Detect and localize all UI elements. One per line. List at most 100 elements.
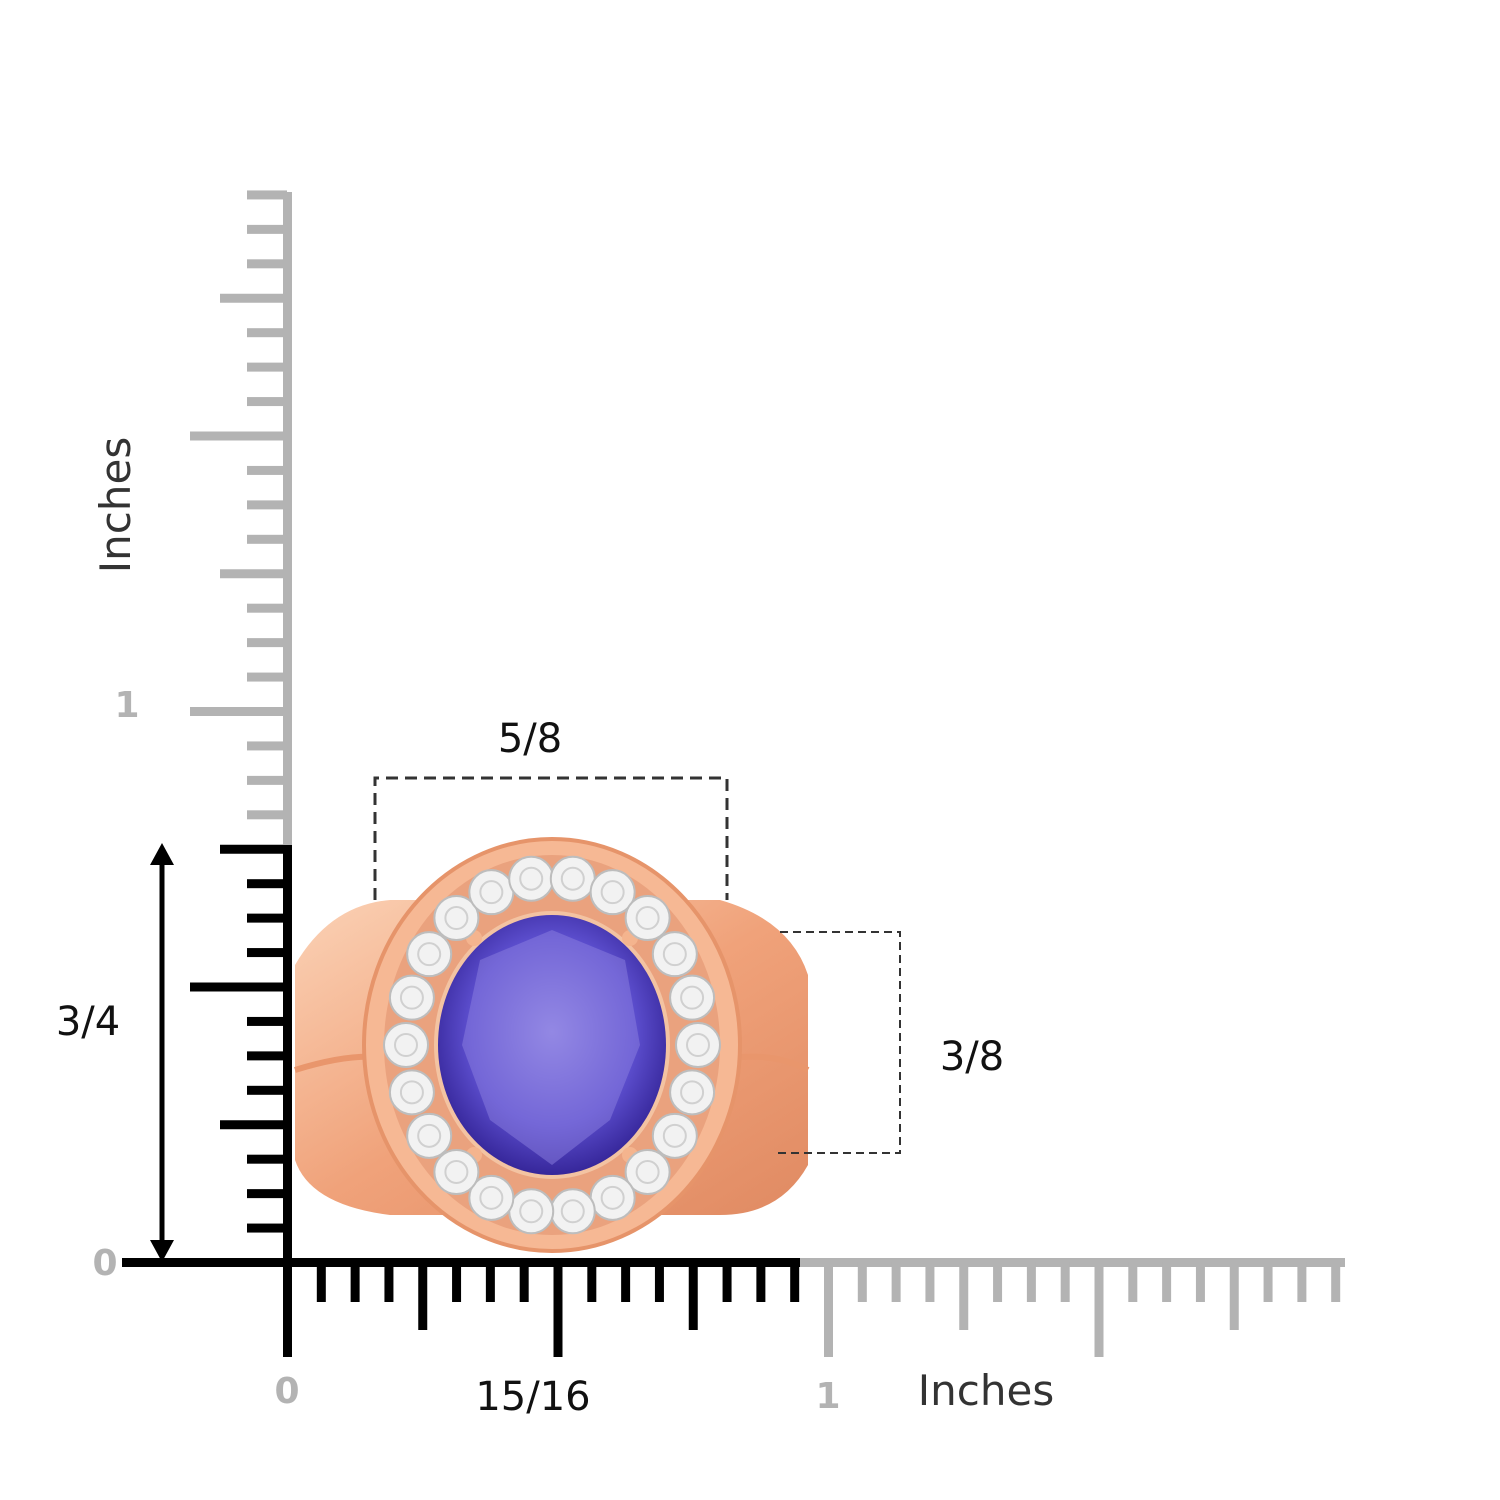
diamond-facet	[417, 1123, 442, 1148]
h-tick	[1094, 1262, 1104, 1357]
diamond-facet	[399, 985, 424, 1010]
v-tick	[247, 328, 287, 338]
h-tick	[553, 1262, 563, 1357]
h-tick	[824, 1262, 833, 1357]
v-tick	[247, 948, 287, 958]
v-tick	[247, 741, 287, 751]
diamond	[589, 1174, 636, 1221]
diamond	[669, 1069, 716, 1116]
diamond	[669, 974, 716, 1021]
v-tick	[220, 1120, 287, 1130]
h-tick	[452, 1262, 462, 1302]
h-tick	[756, 1262, 766, 1302]
diamond-facet	[680, 1080, 705, 1105]
h-tick	[621, 1262, 631, 1302]
diamond	[549, 1188, 596, 1235]
h-tick	[1195, 1262, 1205, 1302]
h-tick	[418, 1262, 428, 1330]
diamond	[433, 895, 480, 942]
diamond-facet	[444, 1159, 469, 1184]
h-tick	[1229, 1262, 1239, 1330]
diamond-facet	[560, 866, 585, 891]
v-tick	[247, 1051, 287, 1061]
diamond-facet	[635, 1159, 660, 1184]
diamond	[508, 855, 555, 902]
h-tick	[654, 1262, 664, 1302]
v-tick	[247, 397, 287, 407]
v-tick	[247, 913, 287, 923]
diamond-facet	[662, 1123, 687, 1148]
h-tick	[1162, 1262, 1172, 1302]
v-label: Inches	[91, 437, 140, 573]
height: 3/4	[56, 999, 120, 1045]
h-tick	[891, 1262, 901, 1302]
h-one: 1	[815, 1376, 840, 1417]
v-tick	[247, 224, 287, 234]
diamond-facet	[600, 1185, 625, 1210]
width: 15/16	[475, 1374, 590, 1420]
diamond	[675, 1022, 721, 1068]
diamond-facet	[444, 906, 469, 931]
h-tick	[857, 1262, 867, 1302]
head-width: 5/8	[498, 716, 562, 762]
dimension-marks	[373, 776, 901, 1154]
h-tick	[959, 1262, 969, 1330]
h-tick	[1026, 1262, 1036, 1302]
diamond-facet	[680, 985, 705, 1010]
diamond	[406, 1112, 453, 1159]
h-label: Inches	[918, 1366, 1054, 1415]
v-tick	[247, 259, 287, 269]
h-tick	[350, 1262, 360, 1302]
h-tick	[925, 1262, 935, 1302]
height-arrow	[150, 843, 174, 1262]
v-one: 1	[114, 685, 139, 726]
h-tick	[1060, 1262, 1070, 1302]
v-tick	[247, 1085, 287, 1095]
rulers	[122, 190, 1345, 1357]
diamond	[388, 1069, 435, 1116]
v-tick	[220, 293, 287, 303]
h-tick	[790, 1262, 800, 1302]
h-tick	[485, 1262, 495, 1302]
v-tick	[247, 810, 287, 820]
h-tick	[519, 1262, 529, 1302]
h-tick	[993, 1262, 1003, 1302]
diamond-facet	[519, 866, 544, 891]
diamond	[589, 869, 636, 916]
v-tick	[190, 1258, 287, 1267]
h-tick	[587, 1262, 597, 1302]
h-ruler-base	[800, 1258, 1345, 1267]
diamond	[383, 1022, 429, 1068]
v-tick	[220, 844, 287, 854]
diamond	[651, 931, 698, 978]
diamond	[624, 895, 671, 942]
ring	[294, 837, 810, 1253]
h-tick	[384, 1262, 394, 1302]
v-tick	[247, 638, 287, 648]
v-tick	[247, 879, 287, 889]
h-tick	[1331, 1262, 1341, 1302]
v-tick	[190, 707, 287, 716]
v-tick	[247, 1154, 287, 1164]
v-tick	[247, 362, 287, 372]
v-tick	[247, 534, 287, 544]
v-tick	[190, 431, 287, 441]
v-ruler-base	[283, 192, 292, 845]
diamond	[624, 1148, 671, 1195]
diamond	[433, 1148, 480, 1195]
diamond-facet	[479, 880, 504, 905]
v-ruler-base	[283, 845, 292, 1266]
diamond-facet	[394, 1033, 418, 1057]
diamond	[406, 931, 453, 978]
v-tick	[247, 1223, 287, 1233]
h-zero: 0	[274, 1371, 299, 1412]
h-tick	[1297, 1262, 1307, 1302]
v-tick	[190, 982, 287, 992]
diamond-facet	[662, 942, 687, 967]
diamond-facet	[417, 942, 442, 967]
v-tick	[247, 775, 287, 785]
h-tick	[316, 1262, 326, 1302]
v-tick	[247, 1189, 287, 1199]
diamond-facet	[560, 1199, 585, 1224]
